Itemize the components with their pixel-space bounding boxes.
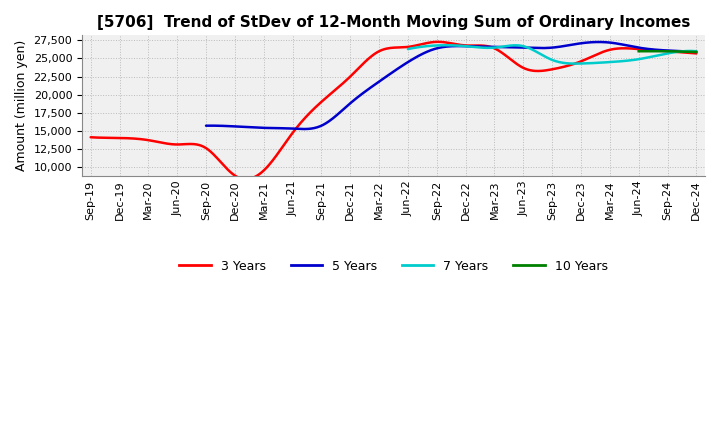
5 Years — [595, 39, 603, 44]
10 Years — [692, 49, 701, 55]
3 Years — [415, 42, 424, 48]
5 Years — [495, 44, 503, 50]
7 Years — [404, 47, 413, 52]
Line: 10 Years: 10 Years — [639, 51, 696, 52]
7 Years — [686, 48, 695, 54]
Line: 5 Years: 5 Years — [206, 42, 696, 129]
7 Years — [441, 43, 450, 48]
Y-axis label: Amount (million yen): Amount (million yen) — [15, 40, 28, 171]
3 Years — [242, 176, 251, 182]
3 Years — [379, 47, 387, 52]
3 Years — [585, 55, 594, 60]
5 Years — [438, 44, 447, 50]
10 Years — [634, 48, 643, 54]
5 Years — [606, 40, 614, 45]
3 Years — [680, 50, 688, 55]
5 Years — [683, 49, 691, 54]
7 Years — [571, 61, 580, 66]
5 Years — [202, 123, 210, 128]
7 Years — [543, 55, 552, 60]
5 Years — [436, 45, 444, 50]
Title: [5706]  Trend of StDev of 12-Month Moving Sum of Ordinary Incomes: [5706] Trend of StDev of 12-Month Moving… — [96, 15, 690, 30]
3 Years — [692, 51, 701, 56]
3 Years — [449, 41, 458, 46]
3 Years — [375, 48, 384, 54]
7 Years — [577, 61, 585, 66]
10 Years — [663, 48, 672, 54]
Line: 7 Years: 7 Years — [408, 45, 696, 64]
7 Years — [560, 60, 569, 66]
5 Years — [468, 44, 477, 49]
5 Years — [692, 49, 701, 55]
5 Years — [299, 126, 307, 132]
Legend: 3 Years, 5 Years, 7 Years, 10 Years: 3 Years, 5 Years, 7 Years, 10 Years — [174, 255, 613, 278]
3 Years — [433, 39, 442, 44]
7 Years — [642, 55, 650, 61]
3 Years — [86, 135, 95, 140]
7 Years — [541, 54, 550, 59]
7 Years — [692, 48, 701, 54]
Line: 3 Years: 3 Years — [91, 42, 696, 179]
